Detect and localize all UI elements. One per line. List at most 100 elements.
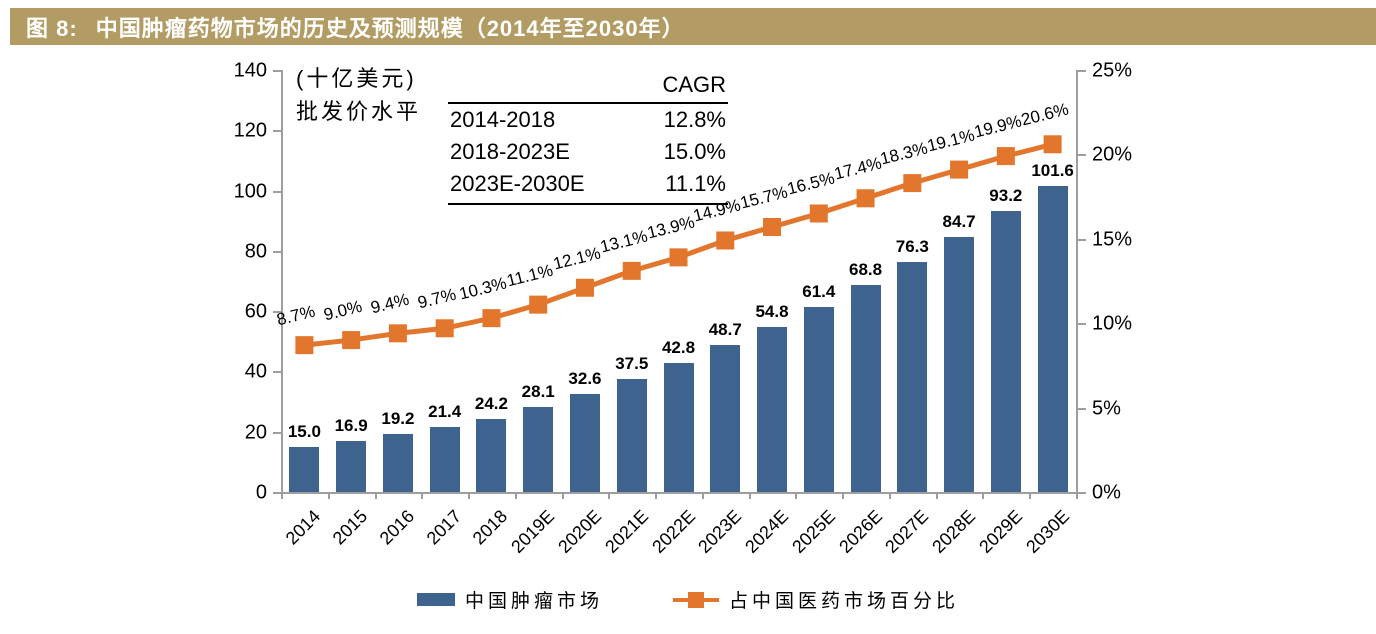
bar-2028E [944,236,975,492]
bar-value-label: 28.1 [521,382,555,402]
x-axis-tick [421,494,424,499]
cagr-table-row: 2018-2023E 15.0% [448,136,728,168]
line-marker-square [809,204,828,223]
y-axis-left-tick-label: 40 [244,360,267,383]
y-axis-right-tick-label: 25% [1092,59,1133,82]
line-value-label: 9.4% [368,289,411,318]
bar-2014 [289,446,320,492]
line-marker-square [716,231,735,250]
line-value-label: 20.6% [1018,99,1071,130]
bar-2022E [663,362,694,492]
bar-2021E [616,378,647,492]
y-axis-left-tick [273,130,281,133]
line-marker-square [482,309,501,328]
x-axis-tick [514,494,517,499]
x-axis-tick [795,494,798,499]
bar-value-label: 48.7 [708,320,742,340]
y-axis-left-tick-label: 120 [233,119,267,142]
x-axis-tick [327,494,330,499]
x-axis-tick [655,494,658,499]
y-axis-left-tick [273,371,281,374]
line-marker-square [903,174,922,193]
bar-2019E [523,407,554,492]
figure-number: 图 8: [26,15,78,41]
y-axis-left-tick [273,431,281,434]
y-axis-left-tick [273,70,281,72]
x-axis-tick [468,494,471,499]
line-marker-square [669,248,688,267]
line-value-label: 12.1% [551,243,603,274]
y-axis-right [1076,70,1078,492]
y-axis-right-tick [1078,238,1086,241]
y-axis-left-tick [273,190,281,193]
cagr-period: 2018-2023E [450,139,570,164]
bar-value-label: 21.4 [428,402,462,422]
x-axis-tick [1076,494,1078,499]
legend-item-bar-series: 中国肿瘤市场 [416,586,603,613]
bar-value-label: 54.8 [755,301,789,321]
cagr-value: 11.1% [665,171,726,196]
x-axis-tick [701,494,704,499]
y-axis-right-tick-label: 5% [1092,397,1121,420]
line-value-label: 9.0% [321,296,365,325]
line-value-label: 9.7% [415,284,458,313]
line-value-label: 10.3% [457,273,510,304]
bar-2023E [710,345,741,492]
bar-value-label: 24.2 [474,394,508,414]
line-marker-square [856,189,875,208]
bar-value-label: 42.8 [661,337,696,357]
bar-2025E [803,306,834,492]
line-marker-square [295,336,314,355]
line-marker-square [622,261,641,280]
bar-value-label: 32.6 [568,368,602,388]
line-marker-square [996,147,1015,166]
bar-2024E [757,326,788,492]
line-marker-square [435,319,454,338]
x-axis-tick [748,494,751,499]
y-axis-left-tick-label: 20 [244,421,267,444]
bar-value-label: 93.2 [989,186,1023,206]
figure-title-bar: 图 8: 中国肿瘤药物市场的历史及预测规模（2014年至2030年） [10,8,1376,45]
x-axis-tick [842,494,845,499]
bar-2026E [850,284,881,492]
y-axis-left [281,70,283,492]
x-axis-tick [608,494,611,499]
line-marker-square [1043,135,1062,154]
x-axis-tick [1029,494,1032,499]
y-axis-left-tick [273,250,281,253]
bar-2015 [336,441,367,492]
y-axis-left-tick [273,492,281,494]
legend-label: 占中国医药市场百分比 [729,591,960,612]
line-series-swatch-icon [673,591,719,609]
bar-2018 [476,419,507,492]
line-value-label: 19.9% [972,111,1024,142]
y-axis-right-tick [1078,323,1086,326]
y-axis-left-tick-label: 100 [233,180,267,203]
bar-2030E [1037,185,1068,492]
line-value-label: 13.9% [644,212,697,243]
line-value-label: 11.1% [505,260,556,291]
y-axis-right-tick [1078,70,1086,72]
line-marker-square [342,331,361,350]
axis-unit-line2: 批发价水平 [296,99,422,124]
y-axis-left-tick-label: 0 [255,481,267,504]
y-axis-left-tick-label: 60 [244,300,267,323]
cagr-table-row: 2023E-2030E 11.1% [448,168,728,205]
legend-item-line-series: 占中国医药市场百分比 [673,586,959,613]
bar-value-label: 84.7 [942,211,976,231]
axis-unit-line1: (十亿美元) [296,66,417,91]
cagr-value: 12.8% [663,107,726,132]
line-value-label: 15.7% [738,182,790,213]
y-axis-right-tick [1078,154,1086,157]
bar-2027E [897,262,928,492]
y-axis-right-tick [1078,407,1086,410]
y-axis-right-tick [1078,492,1086,494]
bar-value-label: 61.4 [802,281,836,301]
line-marker-square [763,217,782,236]
y-axis-right-tick-label: 0% [1092,481,1121,504]
cagr-value: 15.0% [663,139,726,164]
cagr-table: CAGR 2014-2018 12.8% 2018-2023E 15.0% 20… [448,72,728,205]
x-axis-tick [935,494,938,499]
bar-value-label: 37.5 [615,353,649,373]
bar-2016 [382,434,413,492]
